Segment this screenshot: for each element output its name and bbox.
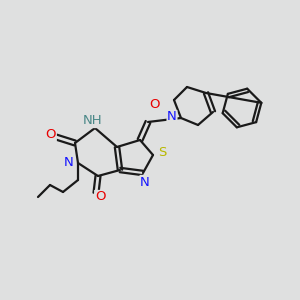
- Text: N: N: [140, 176, 150, 188]
- Text: S: S: [158, 146, 166, 160]
- Text: NH: NH: [83, 115, 103, 128]
- Text: N: N: [64, 157, 74, 169]
- Text: O: O: [149, 98, 159, 112]
- Text: O: O: [46, 128, 56, 140]
- Text: N: N: [167, 110, 177, 124]
- Text: O: O: [95, 190, 105, 203]
